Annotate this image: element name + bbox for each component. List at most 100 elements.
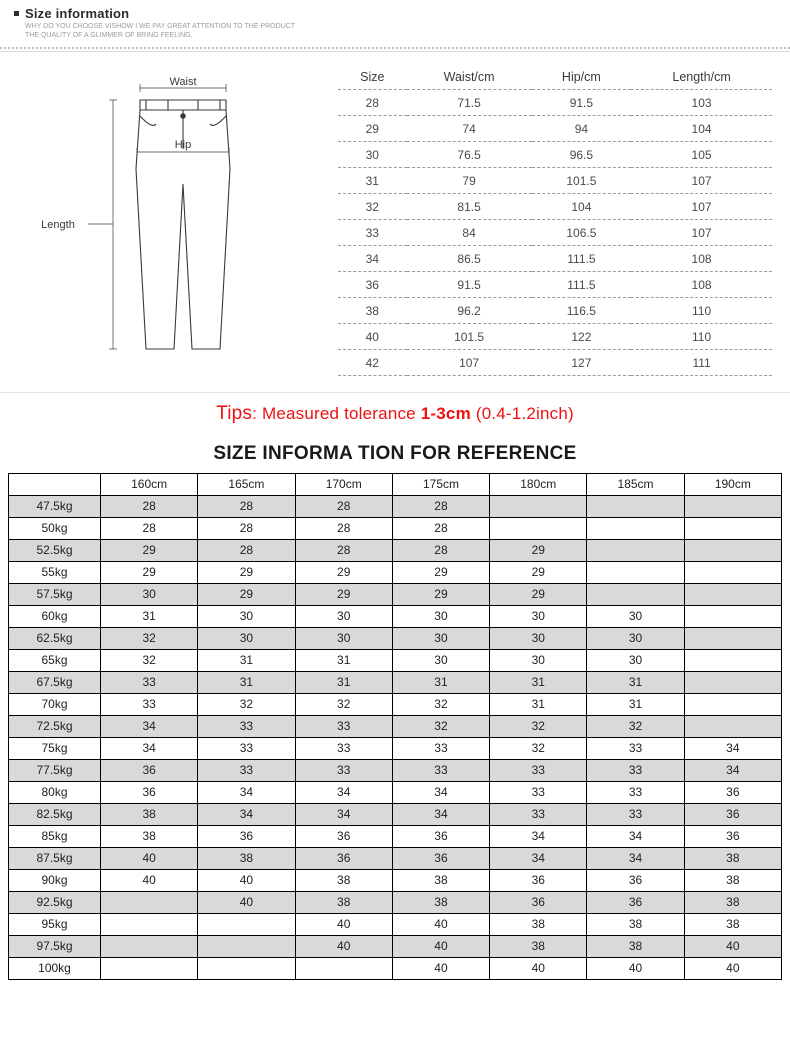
ref-table-cell: 38	[490, 935, 587, 957]
ref-table-cell: 34	[392, 781, 489, 803]
ref-table-cell: 32	[587, 715, 684, 737]
size-table-cell: 110	[631, 297, 772, 323]
ref-table-cell: 40	[684, 935, 781, 957]
ref-table-cell: 38	[684, 891, 781, 913]
ref-table-cell: 33	[392, 737, 489, 759]
ref-table-cell	[587, 561, 684, 583]
ref-table-cell: 28	[198, 539, 295, 561]
header-sub-line2: THE QUALITY OF A GLIMMER OF BRING FEELIN…	[25, 32, 776, 41]
ref-table-cell: 50kg	[9, 517, 101, 539]
ref-table-cell: 34	[101, 715, 198, 737]
size-table: SizeWaist/cmHip/cmLength/cm 2871.591.510…	[338, 64, 772, 376]
ref-table-cell: 33	[587, 737, 684, 759]
size-table-cell: 29	[338, 115, 407, 141]
ref-table-cell: 36	[392, 847, 489, 869]
tips-colon: :	[252, 404, 262, 423]
ref-table-header: 180cm	[490, 473, 587, 495]
ref-table-row: 100kg40404040	[9, 957, 782, 979]
ref-table-cell: 38	[684, 913, 781, 935]
ref-table-cell: 33	[101, 671, 198, 693]
ref-table-cell: 31	[101, 605, 198, 627]
ref-table-cell: 33	[490, 803, 587, 825]
ref-table-cell: 32	[295, 693, 392, 715]
size-table-cell: 105	[631, 141, 772, 167]
ref-table-cell	[684, 605, 781, 627]
ref-table-cell: 40	[295, 935, 392, 957]
ref-table-row: 70kg333232323131	[9, 693, 782, 715]
ref-table-cell: 36	[490, 869, 587, 891]
ref-table-cell: 57.5kg	[9, 583, 101, 605]
ref-table-cell: 34	[198, 803, 295, 825]
ref-table-row: 50kg28282828	[9, 517, 782, 539]
ref-table-cell: 34	[684, 737, 781, 759]
tips-line: Tips: Measured tolerance 1-3cm (0.4-1.2i…	[0, 393, 790, 437]
ref-table-row: 67.5kg333131313131	[9, 671, 782, 693]
ref-table-cell: 40	[295, 913, 392, 935]
ref-table-cell	[490, 517, 587, 539]
ref-table-cell	[684, 539, 781, 561]
ref-table-header: 170cm	[295, 473, 392, 495]
size-table-row: 3896.2116.5110	[338, 297, 772, 323]
ref-table-cell: 40	[101, 869, 198, 891]
ref-table-cell: 82.5kg	[9, 803, 101, 825]
ref-table-cell: 29	[490, 539, 587, 561]
size-table-cell: 106.5	[532, 219, 632, 245]
ref-table-cell: 38	[198, 847, 295, 869]
ref-table-cell: 33	[198, 715, 295, 737]
ref-table-cell: 30	[392, 627, 489, 649]
size-table-cell: 81.5	[407, 193, 532, 219]
ref-table-cell: 40	[490, 957, 587, 979]
size-table-cell: 111	[631, 349, 772, 375]
ref-table-cell: 77.5kg	[9, 759, 101, 781]
ref-table-cell: 34	[490, 847, 587, 869]
tips-label: Tips	[216, 403, 252, 424]
size-table-row: 297494104	[338, 115, 772, 141]
ref-table-cell: 36	[684, 781, 781, 803]
ref-table-cell: 32	[392, 715, 489, 737]
ref-table-cell: 29	[198, 561, 295, 583]
ref-table-cell: 38	[684, 869, 781, 891]
ref-table-row: 82.5kg38343434333336	[9, 803, 782, 825]
ref-table-cell	[198, 913, 295, 935]
size-table-cell: 74	[407, 115, 532, 141]
ref-table-cell: 33	[587, 803, 684, 825]
tips-text-a: Measured tolerance	[262, 404, 421, 423]
size-table-cell: 96.5	[532, 141, 632, 167]
size-table-cell: 86.5	[407, 245, 532, 271]
ref-table-cell: 28	[295, 517, 392, 539]
ref-table-cell: 67.5kg	[9, 671, 101, 693]
ref-table-cell: 40	[684, 957, 781, 979]
ref-table-cell	[101, 935, 198, 957]
ref-table-cell: 38	[101, 825, 198, 847]
ref-table-cell: 32	[101, 649, 198, 671]
ref-table-cell: 36	[295, 825, 392, 847]
size-table-header: Size	[338, 64, 407, 90]
ref-table-cell: 87.5kg	[9, 847, 101, 869]
ref-table-cell: 28	[101, 495, 198, 517]
ref-table-cell: 60kg	[9, 605, 101, 627]
size-table-cell: 38	[338, 297, 407, 323]
ref-table-cell	[587, 583, 684, 605]
size-table-row: 3281.5104107	[338, 193, 772, 219]
reference-title: SIZE INFORMA TION FOR REFERENCE	[0, 437, 790, 473]
ref-table-cell: 34	[490, 825, 587, 847]
ref-table-row: 92.5kg403838363638	[9, 891, 782, 913]
ref-table-cell: 28	[198, 495, 295, 517]
ref-table-cell: 30	[490, 627, 587, 649]
ref-table-cell: 38	[587, 913, 684, 935]
ref-table-cell: 34	[587, 847, 684, 869]
ref-table-cell: 29	[198, 583, 295, 605]
ref-table-cell: 40	[587, 957, 684, 979]
ref-table-cell: 52.5kg	[9, 539, 101, 561]
ref-table-cell: 29	[295, 561, 392, 583]
header-subtext: WHY DO YOU CHOOSE VISHOW I WE PAY GREAT …	[25, 23, 776, 41]
ref-table-cell: 29	[101, 539, 198, 561]
ref-table-cell: 28	[198, 517, 295, 539]
ref-table-cell: 33	[198, 737, 295, 759]
ref-table-row: 57.5kg3029292929	[9, 583, 782, 605]
ref-table-cell: 32	[490, 737, 587, 759]
size-table-cell: 94	[532, 115, 632, 141]
size-table-cell: 110	[631, 323, 772, 349]
ref-table-cell: 34	[198, 781, 295, 803]
ref-table-cell	[684, 671, 781, 693]
